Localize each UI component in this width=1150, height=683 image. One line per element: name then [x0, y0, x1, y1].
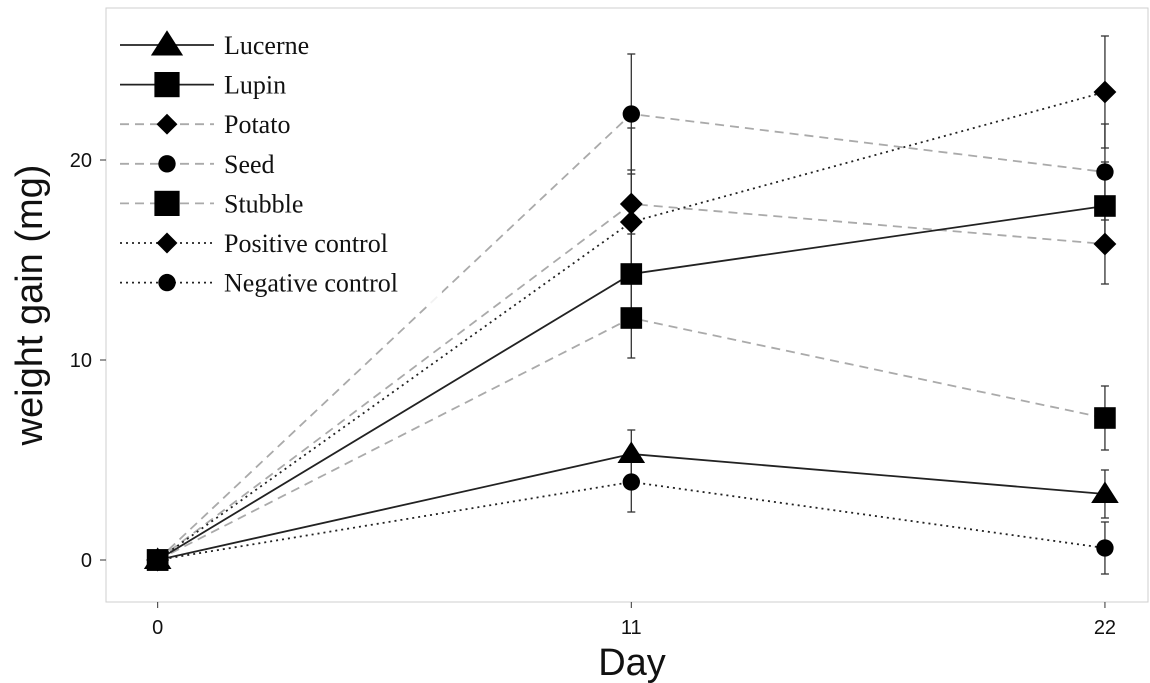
data-point-lucerne: [1091, 481, 1119, 503]
y-tick-label: 10: [70, 350, 92, 372]
ticks-layer: 0 11 22 0 10 20: [70, 150, 1116, 639]
legend-label-lupin: Lupin: [224, 71, 286, 100]
data-point-positive-control: [619, 210, 643, 234]
legend-marker-seed: [158, 155, 176, 173]
x-tick-label: 0: [152, 617, 163, 639]
legend-marker-stubble: [154, 190, 180, 216]
legend: Lucerne Lupin Potato Seed Stubble Positive co…: [112, 20, 442, 304]
y-axis-label: weight gain (mg): [9, 165, 51, 447]
data-point-stubble: [620, 307, 643, 329]
legend-marker-negative-control: [158, 273, 176, 292]
y-tick-label: 0: [81, 550, 92, 572]
data-point-positive-control: [1093, 80, 1117, 104]
data-point-lupin: [1094, 195, 1116, 217]
data-point-lupin: [620, 263, 643, 285]
series-line-positive-control: [157, 91, 1106, 561]
legend-marker-lucerne: [150, 30, 184, 56]
x-tick-label: 11: [621, 617, 642, 639]
y-tick-label: 20: [70, 150, 92, 172]
data-point-seed: [1096, 163, 1114, 181]
x-axis-label: Day: [598, 642, 666, 683]
legend-marker-positive-control: [156, 232, 178, 254]
x-tick-label: 22: [1094, 617, 1116, 639]
data-point-negative-control: [148, 551, 167, 569]
legend-marker-potato: [156, 113, 178, 135]
data-point-negative-control: [1096, 539, 1114, 557]
data-point-negative-control: [622, 473, 640, 491]
plot-frame: [105, 7, 1149, 603]
data-point-stubble: [1094, 407, 1116, 429]
data-point-potato: [1093, 232, 1117, 256]
legend-label-stubble: Stubble: [224, 189, 303, 218]
legend-label-seed: Seed: [224, 150, 275, 179]
data-point-potato: [619, 192, 643, 216]
series-layer: [143, 35, 1119, 575]
legend-label-lucerne: Lucerne: [224, 31, 309, 60]
data-point-lucerne: [617, 441, 646, 463]
legend-label-potato: Potato: [224, 110, 290, 139]
data-point-seed: [622, 105, 640, 123]
legend-label-positive-control: Positive control: [224, 229, 388, 258]
legend-marker-lupin: [154, 72, 180, 98]
legend-label-negative-control: Negative control: [224, 269, 398, 298]
